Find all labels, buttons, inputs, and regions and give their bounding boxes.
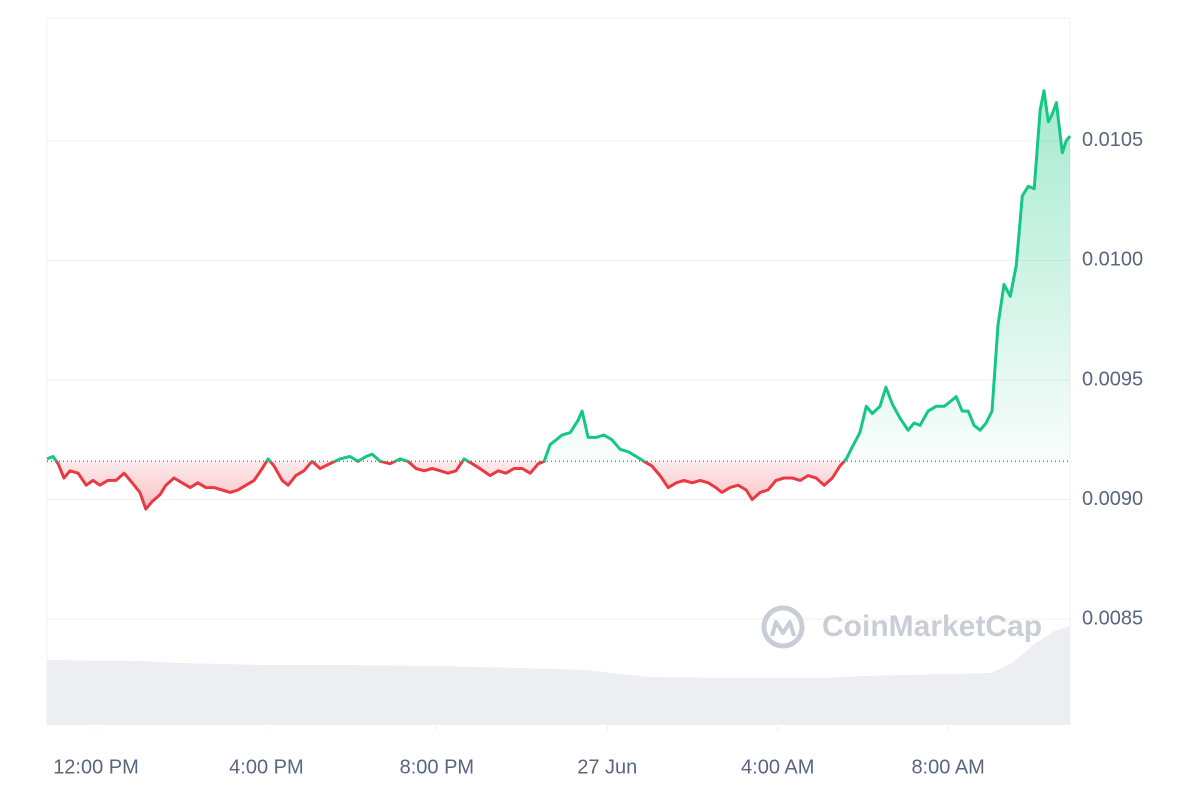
x-tick-label: 8:00 AM (911, 756, 984, 778)
x-tick-label: 4:00 PM (229, 756, 303, 778)
price-line (46, 89, 1072, 511)
watermark-logo-mark (770, 620, 796, 637)
price-area (47, 90, 1070, 510)
y-tick-label: 0.0090 (1082, 488, 1143, 510)
y-tick-label: 0.0085 (1082, 607, 1143, 629)
x-tick-label: 12:00 PM (53, 756, 139, 778)
y-tick-label: 0.0100 (1082, 249, 1143, 271)
y-tick-label: 0.0095 (1082, 368, 1143, 390)
x-tick-label: 8:00 PM (400, 756, 474, 778)
x-tick-label: 27 Jun (577, 756, 637, 778)
plot: 0.0085 0.0090 0.0095 0.0100 0.0105 12:00 PM 4:… (46, 17, 1143, 778)
watermark-logo (761, 605, 805, 649)
volume-area (47, 626, 1070, 725)
y-tick-label: 0.0105 (1082, 129, 1143, 151)
watermark: CoinMarketCap (822, 610, 1042, 643)
x-tick-label: 4:00 AM (741, 756, 814, 778)
